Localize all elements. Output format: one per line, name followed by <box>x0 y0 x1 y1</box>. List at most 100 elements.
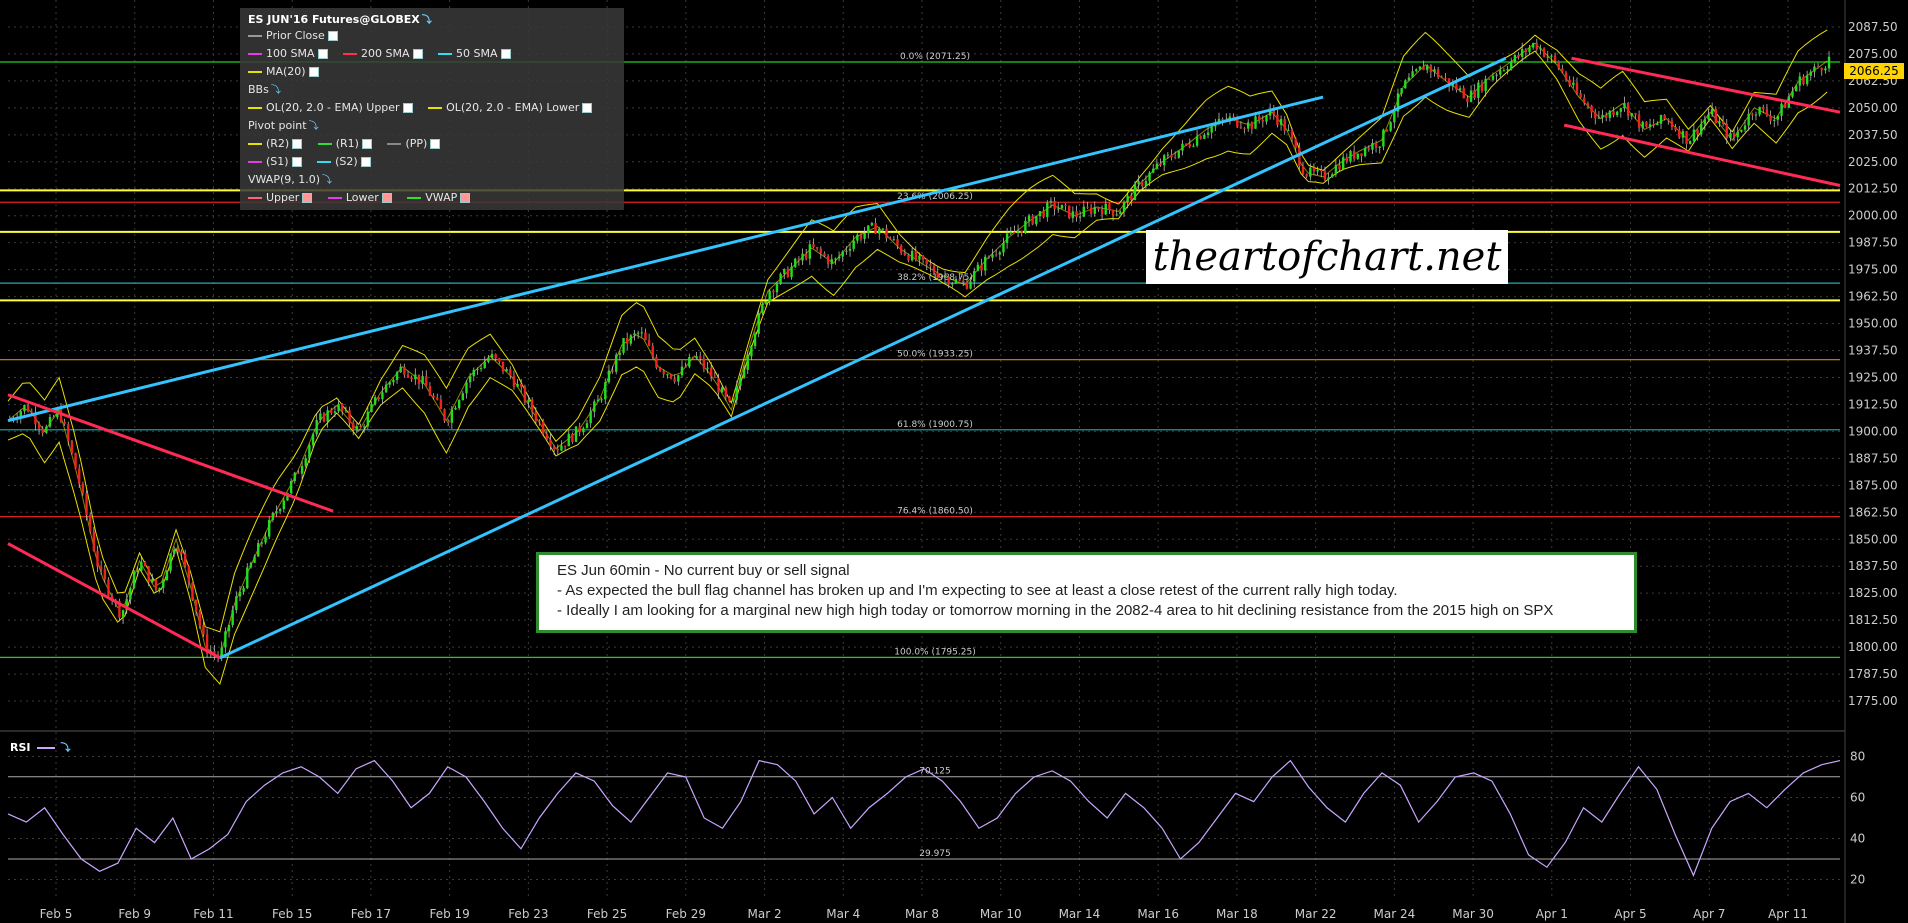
time-tick-label: Mar 16 <box>1137 907 1179 921</box>
ol-upper-checkbox[interactable] <box>402 103 413 113</box>
candle-body <box>1769 115 1772 121</box>
candle-body <box>560 445 563 451</box>
time-tick-label: Mar 14 <box>1059 907 1101 921</box>
candle-body <box>1119 211 1122 215</box>
candle-body <box>1754 114 1758 116</box>
time-tick-label: Mar 4 <box>826 907 860 921</box>
candle-body <box>1685 131 1688 145</box>
rsi-line <box>7 759 1841 877</box>
candle-body <box>183 553 187 567</box>
candle-body <box>618 352 622 355</box>
candle-body <box>1605 114 1608 118</box>
candle-body <box>874 223 877 234</box>
ma20-swatch <box>248 71 262 73</box>
sma50-checkbox[interactable] <box>500 49 511 59</box>
price-tick-label: 1937.50 <box>1848 344 1898 358</box>
candle-body <box>837 256 841 259</box>
candle-body <box>1031 215 1034 225</box>
candle-body <box>753 333 757 347</box>
s2-checkbox[interactable] <box>360 157 371 167</box>
candle-body <box>1221 118 1224 120</box>
candle-body <box>647 340 651 346</box>
candle-body <box>848 248 852 251</box>
pp-swatch <box>387 143 402 145</box>
candle-body <box>826 255 830 265</box>
bollinger-bands <box>7 29 1828 685</box>
time-tick-label: Feb 29 <box>666 907 706 921</box>
vwap-arrow-icon[interactable]: ⤵ <box>322 175 333 186</box>
candle-body <box>903 252 907 255</box>
candle-body <box>1477 82 1480 98</box>
candle-body <box>1564 72 1568 80</box>
price-tick-label: 1950.00 <box>1848 317 1898 331</box>
r2-checkbox[interactable] <box>292 139 303 149</box>
candle-body <box>746 356 749 370</box>
candle-body <box>48 417 52 427</box>
candle-body <box>253 556 256 563</box>
candle-body <box>1371 142 1374 150</box>
candle-body <box>501 361 505 372</box>
s2-swatch <box>317 161 332 163</box>
r1-checkbox[interactable] <box>361 139 372 149</box>
ma20-checkbox[interactable] <box>308 67 319 77</box>
candle-body <box>23 404 26 412</box>
candle-body <box>1743 125 1747 130</box>
candle-body <box>834 258 837 260</box>
settings-arrow-icon[interactable]: ⤵ <box>421 15 432 26</box>
candle-body <box>710 367 713 377</box>
candle-body <box>278 509 282 512</box>
trendlines <box>7 56 1841 660</box>
ol-upper-swatch <box>248 107 262 109</box>
ol-lower-checkbox[interactable] <box>582 103 593 113</box>
pp-checkbox[interactable] <box>430 139 441 149</box>
candle-body <box>1674 126 1677 131</box>
candle-body <box>121 610 125 618</box>
candle-body <box>1283 119 1286 131</box>
rsi-tick-label: 80 <box>1850 750 1865 764</box>
candle-body <box>213 651 216 655</box>
candle-body <box>772 290 775 293</box>
rsi-level-label: 29.975 <box>919 849 951 859</box>
rsi-arrow-icon[interactable]: ⤵ <box>60 743 71 754</box>
candle-body <box>235 596 238 611</box>
prior-close-checkbox[interactable] <box>327 31 338 41</box>
bbs-arrow-icon[interactable]: ⤵ <box>270 85 281 96</box>
candle-body <box>377 397 380 400</box>
candle-body <box>224 631 227 648</box>
sma200-label: 200 SMA <box>361 47 410 60</box>
candle-body <box>293 472 296 482</box>
s1-checkbox[interactable] <box>291 157 302 167</box>
sma100-checkbox[interactable] <box>317 49 328 59</box>
candle-body <box>509 369 512 376</box>
price-tick-label: 1825.00 <box>1848 586 1898 600</box>
candle-body <box>1535 43 1538 50</box>
candle-body <box>1520 49 1524 57</box>
pivot-point-label: Pivot point <box>248 119 307 132</box>
candle-body <box>735 385 738 400</box>
vwap-lower-checkbox[interactable] <box>381 193 392 203</box>
candle-body <box>1542 48 1546 57</box>
candle-body <box>1707 114 1710 120</box>
candle-body <box>775 284 779 293</box>
candle-body <box>1210 126 1213 133</box>
candle-body <box>808 244 812 259</box>
candle-body <box>1557 61 1560 69</box>
candle-body <box>74 453 77 469</box>
candle-body <box>1809 71 1812 76</box>
vwap-checkbox[interactable] <box>460 193 471 203</box>
rsi-swatch <box>36 747 55 749</box>
candle-body <box>1732 133 1736 138</box>
candle-body <box>30 411 33 413</box>
candle-body <box>45 426 48 433</box>
candle-body <box>1824 68 1827 71</box>
candle-body <box>695 356 698 359</box>
candle-body <box>472 369 475 377</box>
pivot-arrow-icon[interactable]: ⤵ <box>308 121 319 132</box>
candle-body <box>1115 214 1118 216</box>
candle-body <box>85 492 88 516</box>
candle-body <box>468 376 472 383</box>
vwap-upper-checkbox[interactable] <box>302 193 313 203</box>
candle-body <box>1444 77 1447 79</box>
candle-body <box>436 397 439 400</box>
sma200-checkbox[interactable] <box>412 49 423 59</box>
